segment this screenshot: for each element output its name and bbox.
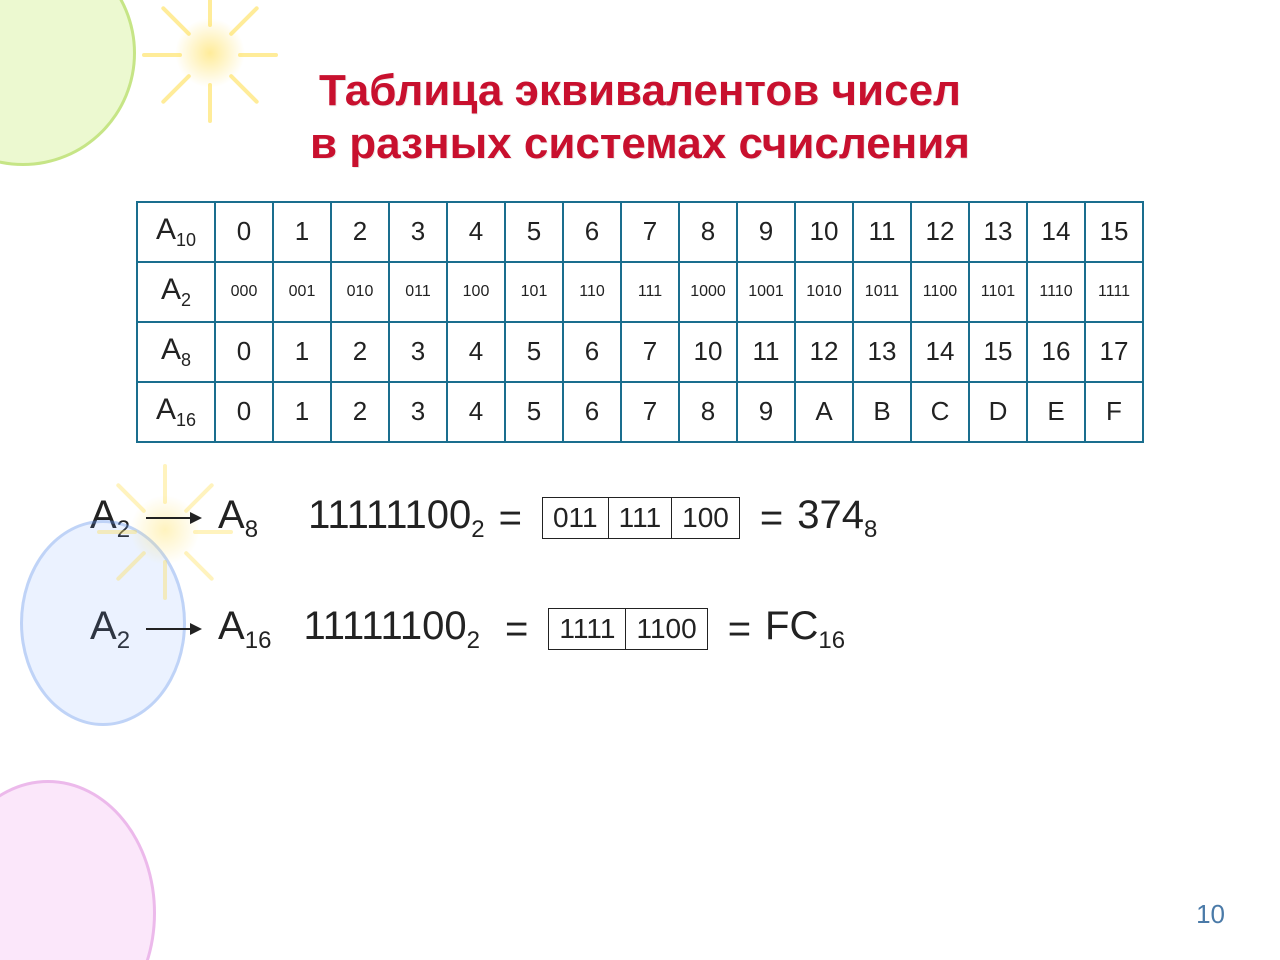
table-cell: 1001 (737, 262, 795, 322)
bit-group-cell: 011 (542, 498, 608, 539)
table-cell: 6 (563, 322, 621, 382)
table-cell: 3 (389, 322, 447, 382)
page-title: Таблица эквивалентов чисел в разных сист… (0, 0, 1280, 189)
table-cell: 8 (679, 202, 737, 262)
to-label: A8 (218, 493, 258, 544)
table-cell: 6 (563, 382, 621, 442)
table-cell: C (911, 382, 969, 442)
table-cell: 16 (1027, 322, 1085, 382)
equals-sign: = (494, 607, 528, 652)
table-cell: 4 (447, 382, 505, 442)
table-cell: 9 (737, 202, 795, 262)
slide: Таблица эквивалентов чисел в разных сист… (0, 0, 1280, 960)
table-cell: 13 (853, 322, 911, 382)
table-cell: 15 (1085, 202, 1143, 262)
equals-sign: = (760, 496, 783, 541)
table-cell: 8 (679, 382, 737, 442)
table-cell: 1111 (1085, 262, 1143, 322)
bit-group-cell: 100 (672, 498, 740, 539)
result-octal: 3748 (797, 493, 877, 544)
table-cell: 5 (505, 202, 563, 262)
table-cell: 5 (505, 382, 563, 442)
table-cell: 1010 (795, 262, 853, 322)
formula-row-octal: A2 A8 111111002 = 011111100 = 3748 (90, 493, 1280, 544)
table-cell: 1110 (1027, 262, 1085, 322)
table-cell: 3 (389, 382, 447, 442)
result-hex: FC16 (765, 604, 845, 655)
title-line-1: Таблица эквивалентов чисел (319, 66, 961, 115)
formula-row-hex: A2 A16 111111002 = 11111100 = FC16 (90, 604, 1280, 655)
row-header: A16 (137, 382, 215, 442)
from-label: A2 (90, 493, 130, 544)
equals-sign: = (728, 607, 751, 652)
bit-group-cell: 1100 (626, 609, 707, 650)
arrow-icon (146, 622, 202, 636)
table-cell: B (853, 382, 911, 442)
table-cell: 101 (505, 262, 563, 322)
table-cell: 11 (737, 322, 795, 382)
bit-group-cell: 1111 (549, 609, 626, 650)
bit-group-cell: 111 (608, 498, 672, 539)
equivalence-table: A100123456789101112131415A20000010100111… (136, 201, 1144, 443)
table-cell: 10 (679, 322, 737, 382)
table-cell: F (1085, 382, 1143, 442)
table-cell: D (969, 382, 1027, 442)
table-cell: 13 (969, 202, 1027, 262)
from-label: A2 (90, 604, 130, 655)
table-cell: 110 (563, 262, 621, 322)
table-cell: 0 (215, 322, 273, 382)
table-cell: 1100 (911, 262, 969, 322)
binary-number: 111111002 (303, 604, 479, 655)
table-cell: 0 (215, 382, 273, 442)
title-line-2: в разных системах счисления (310, 119, 970, 168)
table-cell: 2 (331, 322, 389, 382)
arrow-icon (146, 511, 202, 525)
table-cell: 1101 (969, 262, 1027, 322)
table-cell: E (1027, 382, 1085, 442)
table-cell: 001 (273, 262, 331, 322)
table-cell: 011 (389, 262, 447, 322)
table-cell: 100 (447, 262, 505, 322)
row-header: A10 (137, 202, 215, 262)
table-cell: 7 (621, 202, 679, 262)
table-cell: 2 (331, 382, 389, 442)
table-cell: 1 (273, 202, 331, 262)
table-cell: 111 (621, 262, 679, 322)
table-cell: 6 (563, 202, 621, 262)
table-cell: 4 (447, 322, 505, 382)
table-cell: 3 (389, 202, 447, 262)
table-cell: 1000 (679, 262, 737, 322)
page-number: 10 (1196, 899, 1225, 930)
table-cell: 1011 (853, 262, 911, 322)
table-cell: 5 (505, 322, 563, 382)
table-cell: 7 (621, 322, 679, 382)
table-cell: 9 (737, 382, 795, 442)
to-label: A16 (218, 604, 271, 655)
binary-number: 111111002 (308, 493, 484, 544)
bit-groups-octal: 011111100 (542, 497, 740, 539)
table-cell: A (795, 382, 853, 442)
table-cell: 14 (1027, 202, 1085, 262)
table-cell: 2 (331, 202, 389, 262)
bit-groups-hex: 11111100 (548, 608, 707, 650)
table-cell: 010 (331, 262, 389, 322)
table-cell: 15 (969, 322, 1027, 382)
table-cell: 4 (447, 202, 505, 262)
formula-area: A2 A8 111111002 = 011111100 = 3748 A2 A1… (0, 493, 1280, 655)
table-cell: 10 (795, 202, 853, 262)
table-cell: 12 (911, 202, 969, 262)
table-cell: 000 (215, 262, 273, 322)
table-cell: 14 (911, 322, 969, 382)
equals-sign: = (499, 496, 522, 541)
row-header: A2 (137, 262, 215, 322)
row-header: A8 (137, 322, 215, 382)
balloon-decor (0, 780, 156, 960)
table-cell: 17 (1085, 322, 1143, 382)
table-cell: 12 (795, 322, 853, 382)
table-cell: 1 (273, 382, 331, 442)
table-cell: 11 (853, 202, 911, 262)
table-cell: 0 (215, 202, 273, 262)
table-cell: 1 (273, 322, 331, 382)
table-cell: 7 (621, 382, 679, 442)
